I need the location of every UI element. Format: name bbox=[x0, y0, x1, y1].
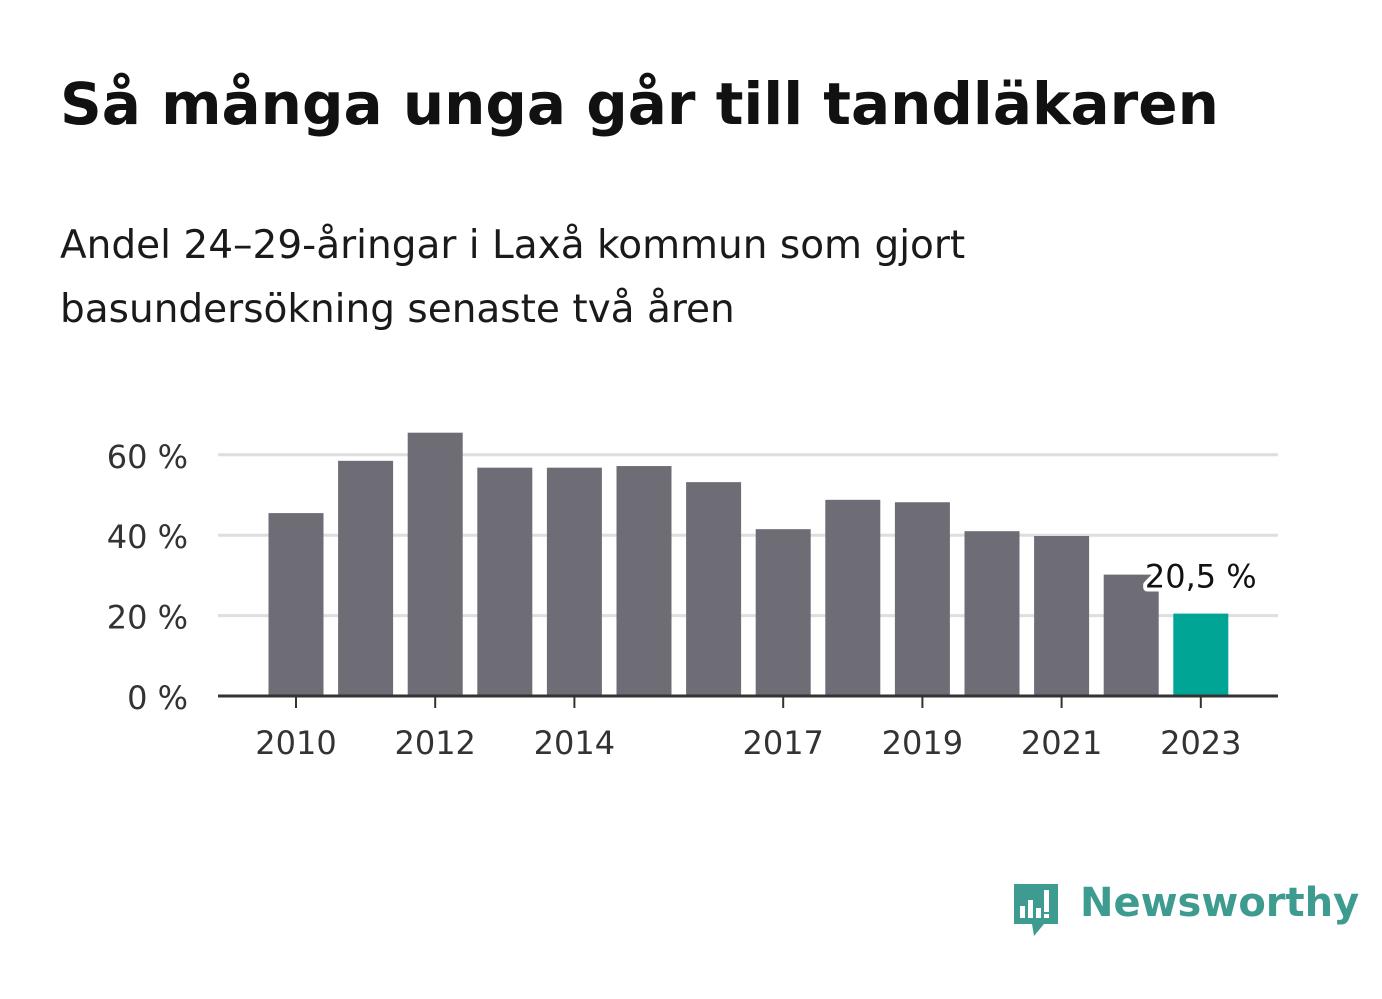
bar bbox=[546, 467, 602, 696]
bar-chart-speech-bubble-icon bbox=[1014, 884, 1058, 936]
x-tick-label: 2014 bbox=[534, 724, 615, 762]
bar bbox=[477, 467, 533, 696]
bar bbox=[268, 513, 324, 696]
bar bbox=[755, 529, 811, 696]
data-label-halo: 20,5 % bbox=[1145, 558, 1257, 596]
bar bbox=[894, 502, 950, 696]
bar bbox=[1034, 536, 1090, 696]
x-tick-label: 2017 bbox=[742, 724, 823, 762]
x-tick-label: 2023 bbox=[1160, 724, 1241, 762]
bar bbox=[686, 482, 742, 696]
logo-text: Newsworthy bbox=[1080, 880, 1360, 926]
x-tick-label: 2019 bbox=[882, 724, 963, 762]
y-tick-label: 20 % bbox=[107, 599, 188, 637]
bar bbox=[1103, 574, 1159, 696]
bar-highlight bbox=[1173, 613, 1229, 696]
x-tick-label: 2012 bbox=[394, 724, 475, 762]
data-label: 20,5 % bbox=[1145, 558, 1257, 596]
y-tick-label: 40 % bbox=[107, 518, 188, 556]
bar bbox=[616, 466, 672, 696]
chart-title: Så många unga går till tandläkaren bbox=[60, 70, 1219, 138]
bar bbox=[825, 499, 881, 696]
x-tick-label: 2010 bbox=[255, 724, 336, 762]
x-tick-label: 2021 bbox=[1021, 724, 1102, 762]
y-tick-label: 0 % bbox=[127, 679, 188, 717]
bar bbox=[407, 432, 463, 696]
y-tick-label: 60 % bbox=[107, 438, 188, 476]
newsworthy-logo: Newsworthy bbox=[1010, 880, 1359, 940]
chart-subtitle: Andel 24–29-åringar i Laxå kommun som gj… bbox=[60, 223, 966, 332]
bar bbox=[338, 460, 394, 696]
bar bbox=[964, 531, 1020, 696]
